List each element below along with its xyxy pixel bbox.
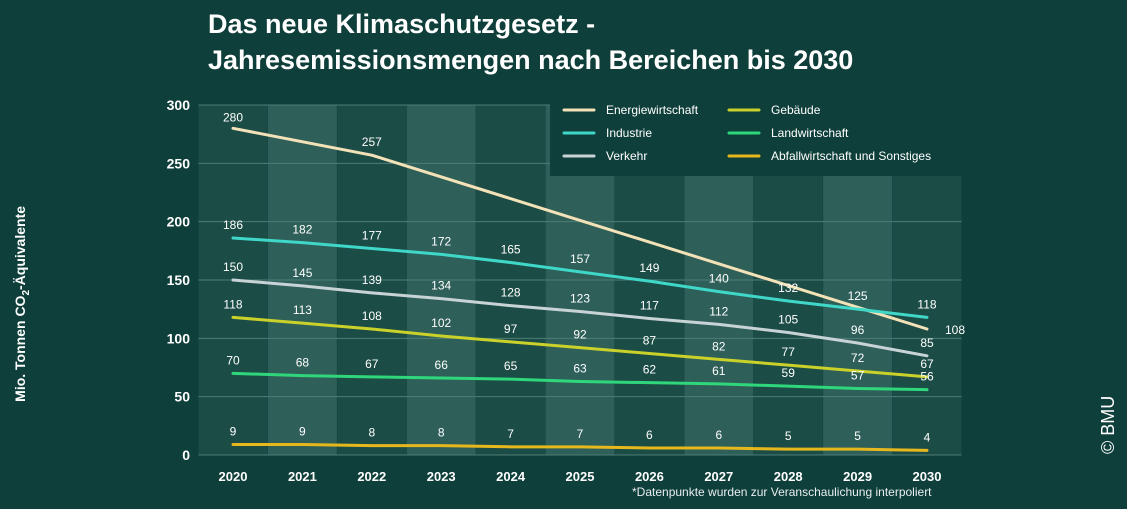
data-label: 97 bbox=[504, 322, 518, 336]
data-label: 4 bbox=[924, 430, 931, 444]
data-label: 108 bbox=[945, 323, 965, 337]
data-label: 150 bbox=[223, 260, 243, 274]
x-tick-label: 2026 bbox=[635, 469, 664, 484]
footnote: *Datenpunkte wurden zur Veranschaulichun… bbox=[632, 485, 932, 499]
y-tick-label: 250 bbox=[167, 155, 191, 171]
legend-label: Energiewirtschaft bbox=[606, 103, 699, 117]
title-line-1: Das neue Klimaschutzgesetz - bbox=[208, 9, 596, 39]
data-label: 112 bbox=[709, 304, 728, 318]
y-tick-label: 300 bbox=[167, 97, 191, 113]
data-label: 6 bbox=[646, 428, 653, 442]
y-tick-label: 150 bbox=[167, 272, 191, 288]
data-label: 125 bbox=[848, 289, 868, 303]
data-label: 108 bbox=[362, 309, 382, 323]
data-label: 63 bbox=[573, 362, 587, 376]
legend-label: Abfallwirtschaft und Sonstiges bbox=[771, 149, 931, 163]
data-label: 113 bbox=[293, 303, 312, 317]
legend-label: Verkehr bbox=[606, 149, 647, 163]
data-label: 6 bbox=[715, 428, 722, 442]
data-label: 128 bbox=[501, 286, 521, 300]
data-label: 7 bbox=[507, 427, 514, 441]
data-label: 145 bbox=[292, 266, 312, 280]
series-line-verkehr bbox=[231, 278, 929, 358]
data-label: 5 bbox=[785, 429, 792, 443]
data-label: 177 bbox=[362, 229, 382, 243]
data-label: 117 bbox=[640, 299, 659, 313]
data-label: 72 bbox=[851, 351, 865, 365]
x-tick-label: 2027 bbox=[704, 469, 733, 484]
data-label: 118 bbox=[917, 297, 936, 311]
data-label: 92 bbox=[573, 328, 587, 342]
data-label: 123 bbox=[570, 292, 590, 306]
data-label: 157 bbox=[570, 252, 590, 266]
data-label: 68 bbox=[296, 356, 310, 370]
x-tick-label: 2022 bbox=[357, 469, 386, 484]
x-tick-label: 2025 bbox=[566, 469, 595, 484]
data-label: 61 bbox=[712, 364, 726, 378]
x-tick-label: 2023 bbox=[427, 469, 456, 484]
x-tick-label: 2030 bbox=[913, 469, 942, 484]
data-label: 9 bbox=[230, 425, 237, 439]
data-label: 8 bbox=[438, 426, 445, 440]
data-label: 85 bbox=[920, 336, 934, 350]
x-tick-label: 2029 bbox=[843, 469, 872, 484]
data-label: 77 bbox=[782, 345, 796, 359]
legend-label: Landwirtschaft bbox=[771, 126, 849, 140]
series-line-industrie bbox=[231, 236, 929, 319]
x-tick-label: 2020 bbox=[219, 469, 248, 484]
data-label: 67 bbox=[365, 357, 379, 371]
data-label: 59 bbox=[782, 366, 796, 380]
data-label: 172 bbox=[431, 234, 451, 248]
data-label: 105 bbox=[778, 313, 798, 327]
data-label: 65 bbox=[504, 359, 518, 373]
data-label: 66 bbox=[435, 358, 449, 372]
data-label: 62 bbox=[643, 363, 657, 377]
data-label: 57 bbox=[851, 369, 865, 383]
x-tick-label: 2021 bbox=[288, 469, 317, 484]
y-tick-label: 0 bbox=[182, 447, 190, 463]
data-label: 7 bbox=[577, 427, 584, 441]
chart-title: Das neue Klimaschutzgesetz - Jahresemiss… bbox=[208, 6, 853, 78]
legend-label: Industrie bbox=[606, 126, 652, 140]
data-label: 8 bbox=[368, 426, 375, 440]
data-label: 56 bbox=[920, 370, 934, 384]
series-line-landwirtschaft bbox=[231, 371, 929, 392]
data-label: 149 bbox=[639, 261, 659, 275]
data-label: 182 bbox=[292, 223, 312, 237]
data-label: 87 bbox=[643, 334, 657, 348]
data-label: 139 bbox=[362, 273, 382, 287]
x-tick-label: 2024 bbox=[496, 469, 526, 484]
data-label: 280 bbox=[223, 110, 243, 124]
data-label: 70 bbox=[226, 353, 240, 367]
data-label: 82 bbox=[712, 339, 726, 353]
y-tick-label: 50 bbox=[174, 389, 190, 405]
series-line-geb-ude bbox=[231, 315, 929, 379]
data-label: 102 bbox=[431, 316, 451, 330]
y-tick-label: 200 bbox=[167, 214, 191, 230]
data-label: 134 bbox=[431, 279, 451, 293]
y-tick-label: 100 bbox=[167, 330, 191, 346]
copyright-notice: © BMU bbox=[1098, 395, 1118, 454]
legend-label: Gebäude bbox=[771, 103, 821, 117]
data-label: 257 bbox=[362, 135, 382, 149]
data-label: 67 bbox=[920, 357, 934, 371]
data-label: 118 bbox=[223, 297, 242, 311]
series-line-abfallwirtschaft-und-sonstiges bbox=[231, 443, 929, 452]
series-line-energiewirtschaft bbox=[231, 126, 929, 331]
data-label: 96 bbox=[851, 323, 865, 337]
data-label: 140 bbox=[709, 272, 729, 286]
x-tick-label: 2028 bbox=[774, 469, 803, 484]
data-label: 165 bbox=[501, 243, 521, 257]
data-label: 132 bbox=[778, 281, 798, 295]
data-label: 9 bbox=[299, 425, 306, 439]
title-line-2: Jahresemissionsmengen nach Bereichen bis… bbox=[208, 45, 854, 75]
data-label: 186 bbox=[223, 218, 243, 232]
data-label: 5 bbox=[854, 429, 861, 443]
